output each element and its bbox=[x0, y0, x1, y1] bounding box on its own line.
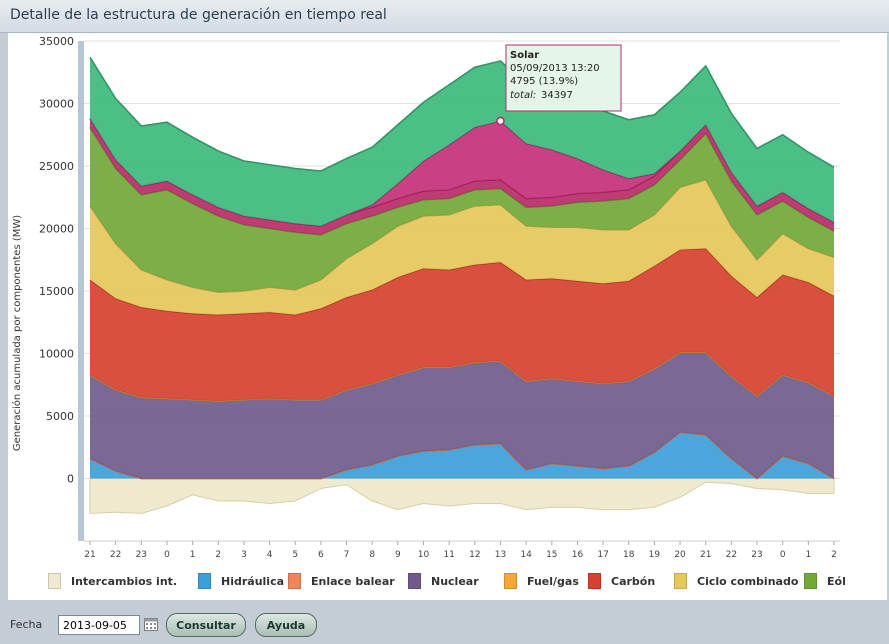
x-tick-label: 21 bbox=[700, 550, 711, 560]
title-bar: Detalle de la estructura de generación e… bbox=[0, 0, 889, 33]
x-tick-label: 2 bbox=[215, 550, 221, 560]
series-area-cogeneracion-y-resto bbox=[90, 57, 834, 226]
legend-swatch bbox=[804, 573, 817, 589]
stacked-areas bbox=[89, 56, 835, 515]
x-axis: 21 22 23 0 1 2 3 4 5 6 7 8 9 10 11 12 13 14 15 16 17 18 19 20 21… bbox=[84, 540, 840, 560]
legend-label: Carbón bbox=[611, 574, 656, 588]
x-tick-label: 6 bbox=[318, 550, 324, 560]
chart-panel: 0 5000 10000 15000 20000 25000 30000 35000 21 22… bbox=[8, 33, 887, 600]
tooltip-datetime: 05/09/2013 13:20 bbox=[510, 63, 600, 74]
legend-swatch bbox=[588, 573, 601, 589]
y-axis: 0 5000 10000 15000 20000 25000 30000 35000 bbox=[39, 35, 74, 486]
x-tick-label: 11 bbox=[443, 550, 454, 560]
x-tick-label: 14 bbox=[520, 550, 532, 560]
x-tick-label: 0 bbox=[780, 550, 786, 560]
x-tick-label: 10 bbox=[418, 550, 430, 560]
x-tick-label: 20 bbox=[674, 550, 686, 560]
legend-item[interactable]: Carbón bbox=[588, 573, 655, 589]
date-input[interactable] bbox=[58, 615, 140, 635]
x-tick-label: 16 bbox=[572, 550, 584, 560]
legend: Intercambios int. Hidráulica Enlace balear… bbox=[48, 573, 884, 593]
series-area-hidraulica bbox=[90, 432, 834, 479]
y-axis-label: Generación acumulada por componentes (MW… bbox=[11, 215, 23, 451]
hover-marker bbox=[496, 116, 505, 126]
x-tick-label: 1 bbox=[805, 550, 811, 560]
series-area-eolica bbox=[90, 127, 834, 293]
date-label: Fecha bbox=[10, 618, 43, 631]
legend-label: Intercambios int. bbox=[71, 574, 178, 588]
x-tick-label: 7 bbox=[344, 550, 350, 560]
x-tick-label: 2 bbox=[831, 550, 837, 560]
x-tick-label: 5 bbox=[292, 550, 298, 560]
y-tick-label: 30000 bbox=[39, 98, 74, 111]
legend-swatch bbox=[48, 573, 61, 589]
legend-item[interactable]: Enlace balear bbox=[288, 573, 395, 589]
form-bar: Fecha Consultar Ayuda bbox=[0, 604, 889, 644]
x-tick-label: 22 bbox=[110, 550, 121, 560]
legend-label: Eól bbox=[827, 574, 846, 588]
legend-label: Enlace balear bbox=[311, 574, 395, 588]
legend-swatch bbox=[674, 573, 687, 589]
series-area-nuclear bbox=[90, 352, 834, 479]
series-area-ciclo-combinado bbox=[90, 179, 834, 315]
y-tick-label: 0 bbox=[67, 473, 74, 486]
legend-swatch bbox=[198, 573, 211, 589]
x-tick-label: 23 bbox=[751, 550, 762, 560]
series-area-carbon bbox=[90, 248, 834, 401]
x-tick-label: 15 bbox=[546, 550, 557, 560]
y-tick-label: 25000 bbox=[39, 160, 74, 173]
x-tick-label: 0 bbox=[164, 550, 170, 560]
tooltip-series: Solar bbox=[510, 50, 539, 61]
x-tick-label: 23 bbox=[136, 550, 147, 560]
legend-label: Fuel/gas bbox=[527, 574, 579, 588]
y-tick-label: 10000 bbox=[39, 348, 74, 361]
legend-swatch bbox=[408, 573, 421, 589]
x-tick-label: 13 bbox=[495, 550, 506, 560]
y-tick-label: 35000 bbox=[39, 35, 74, 48]
tooltip-value: 4795 (13.9%) bbox=[510, 76, 578, 87]
x-tick-label: 1 bbox=[190, 550, 196, 560]
series-line-cogeneracion-y-resto bbox=[89, 56, 835, 172]
x-tick-label: 21 bbox=[84, 550, 95, 560]
tooltip-total-label: total: bbox=[510, 90, 536, 101]
x-tick-label: 3 bbox=[241, 550, 247, 560]
x-tick-label: 9 bbox=[395, 550, 401, 560]
x-tick-label: 12 bbox=[469, 550, 480, 560]
tooltip-total-value: 34397 bbox=[541, 90, 573, 101]
legend-item[interactable]: Hidráulica bbox=[198, 573, 284, 589]
legend-item[interactable]: Fuel/gas bbox=[504, 573, 579, 589]
x-tick-label: 4 bbox=[267, 550, 273, 560]
x-tick-label: 19 bbox=[649, 550, 661, 560]
y-axis-bar bbox=[78, 41, 84, 541]
ayuda-button[interactable]: Ayuda bbox=[255, 613, 317, 637]
legend-swatch bbox=[288, 573, 301, 589]
y-tick-label: 20000 bbox=[39, 223, 74, 236]
legend-label: Ciclo combinado bbox=[697, 574, 799, 588]
x-tick-label: 18 bbox=[623, 550, 635, 560]
series-area-solar bbox=[90, 118, 834, 226]
legend-item[interactable]: Eól bbox=[804, 573, 846, 589]
calendar-icon[interactable] bbox=[144, 618, 158, 631]
legend-swatch bbox=[504, 573, 517, 589]
page-title: Detalle de la estructura de generación e… bbox=[10, 7, 387, 23]
consultar-button[interactable]: Consultar bbox=[166, 613, 246, 637]
legend-label: Nuclear bbox=[431, 574, 479, 588]
tooltip: Solar 05/09/2013 13:20 4795 (13.9%) tota… bbox=[505, 44, 622, 112]
y-tick-label: 5000 bbox=[46, 410, 74, 423]
x-tick-label: 17 bbox=[597, 550, 608, 560]
legend-item[interactable]: Nuclear bbox=[408, 573, 479, 589]
tooltip-box bbox=[505, 44, 622, 112]
series-area-intercambios bbox=[89, 478, 835, 515]
y-tick-label: 15000 bbox=[39, 285, 74, 298]
legend-item[interactable]: Intercambios int. bbox=[48, 573, 177, 589]
legend-label: Hidráulica bbox=[221, 574, 285, 588]
x-tick-label: 22 bbox=[726, 550, 737, 560]
x-tick-label: 8 bbox=[369, 550, 375, 560]
legend-item[interactable]: Ciclo combinado bbox=[674, 573, 798, 589]
